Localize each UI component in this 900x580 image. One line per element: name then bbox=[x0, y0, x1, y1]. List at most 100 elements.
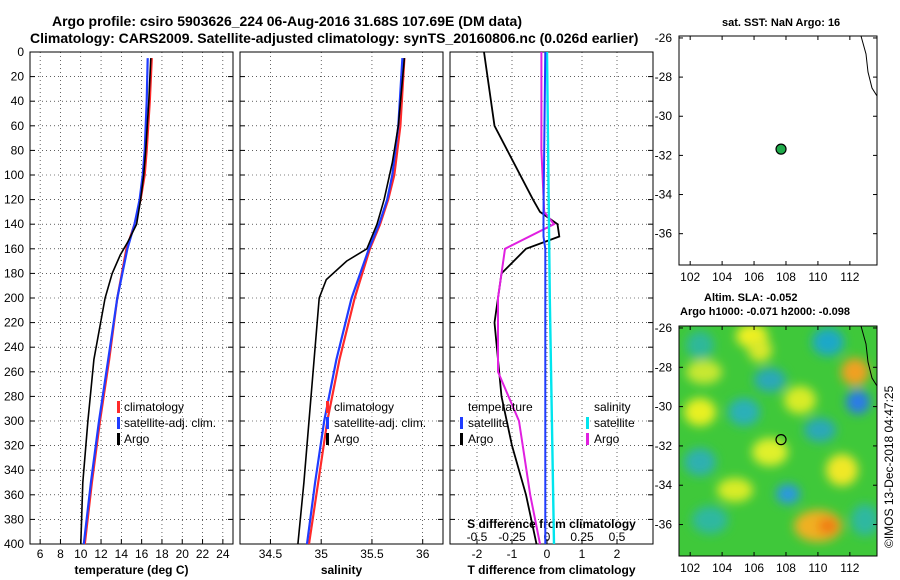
legend-label: satellite-adj. clim. bbox=[334, 416, 426, 430]
x-axis-label: salinity bbox=[321, 563, 363, 577]
lat-tick-label: -30 bbox=[655, 109, 673, 123]
depth-tick-label: 360 bbox=[4, 488, 24, 502]
lat-tick-label: -34 bbox=[655, 188, 673, 202]
depth-tick-label: 220 bbox=[4, 316, 24, 330]
legend-label: Argo bbox=[468, 432, 494, 446]
x2-axis-label: S difference from climatology bbox=[467, 517, 636, 531]
legend-label: satellite-adj. clim. bbox=[124, 416, 216, 430]
lat-tick-label: -32 bbox=[655, 439, 673, 453]
lon-tick-label: 106 bbox=[744, 561, 764, 575]
depth-tick-label: 200 bbox=[4, 291, 24, 305]
x-tick-label: 35.5 bbox=[360, 547, 384, 561]
sla-heatmap bbox=[679, 326, 877, 556]
difference-line-salinity-argo bbox=[497, 52, 556, 545]
salinity-line-argo bbox=[297, 58, 406, 545]
legend-title: salinity bbox=[594, 400, 631, 414]
x-tick-label: 12 bbox=[94, 547, 108, 561]
lat-tick-label: -34 bbox=[655, 478, 673, 492]
lon-tick-label: 108 bbox=[776, 270, 796, 284]
depth-tick-label: 300 bbox=[4, 414, 24, 428]
depth-tick-label: 20 bbox=[11, 70, 25, 84]
lon-tick-label: 112 bbox=[840, 270, 859, 284]
lon-tick-label: 110 bbox=[808, 561, 827, 575]
x-tick-label: -1 bbox=[507, 547, 518, 561]
x2-tick-label: -0.5 bbox=[467, 530, 488, 544]
x-tick-label: 24 bbox=[216, 547, 230, 561]
difference-panel: -2 -1 0 1 2 T difference from climatology -0.5… bbox=[449, 51, 654, 577]
x-tick-label: 8 bbox=[57, 547, 64, 561]
x-tick-label: 6 bbox=[37, 547, 44, 561]
difference-line-temperature-argo bbox=[483, 51, 561, 545]
map2-subtitle: Argo h1000: -0.071 h2000: -0.098 bbox=[680, 306, 850, 318]
footer-stamp: ©IMOS 13-Dec-2018 04:47:25 bbox=[882, 385, 896, 548]
depth-tick-label: 60 bbox=[11, 119, 25, 133]
temperature-line-argo bbox=[80, 58, 152, 545]
lon-tick-label: 106 bbox=[744, 270, 764, 284]
argo-location-marker bbox=[775, 143, 787, 155]
depth-tick-label: 380 bbox=[4, 512, 24, 526]
legend-label: climatology bbox=[334, 400, 394, 414]
lat-tick-label: -26 bbox=[655, 321, 673, 335]
x2-tick-label: -0.25 bbox=[498, 530, 526, 544]
depth-tick-label: 100 bbox=[4, 168, 24, 182]
lon-tick-label: 104 bbox=[712, 561, 732, 575]
lon-tick-label: 102 bbox=[680, 561, 700, 575]
x-tick-label: 22 bbox=[196, 547, 210, 561]
depth-tick-label: 160 bbox=[4, 242, 24, 256]
difference-line-temperature-satellite bbox=[542, 51, 547, 544]
map-frame bbox=[678, 325, 878, 557]
salinity-line-satellite bbox=[305, 58, 404, 545]
x-tick-label: 20 bbox=[176, 547, 190, 561]
depth-tick-label: 40 bbox=[11, 94, 25, 108]
legend-swatch bbox=[326, 417, 329, 429]
x-axis-label: temperature (deg C) bbox=[74, 563, 188, 577]
temperature-line-climatology bbox=[83, 58, 153, 545]
depth-tick-label: 140 bbox=[4, 217, 24, 231]
x-tick-label: 2 bbox=[614, 547, 621, 561]
lat-tick-label: -32 bbox=[655, 148, 673, 162]
argo-location-marker bbox=[775, 434, 787, 446]
lat-tick-label: -36 bbox=[655, 518, 673, 532]
lon-tick-label: 104 bbox=[712, 270, 732, 284]
depth-tick-label: 120 bbox=[4, 193, 24, 207]
location-map: 102 104 106 108 110 112 -26 -28 -30 -32 -34 -36 bbox=[655, 31, 878, 284]
salinity-line-climatology bbox=[307, 58, 406, 545]
plot-frame bbox=[449, 51, 654, 545]
lon-tick-label: 110 bbox=[808, 270, 827, 284]
legend-swatch bbox=[586, 417, 589, 429]
depth-tick-label: 240 bbox=[4, 340, 24, 354]
depth-tick-label: 260 bbox=[4, 365, 24, 379]
x-tick-label: 16 bbox=[135, 547, 149, 561]
lon-tick-label: 102 bbox=[680, 270, 700, 284]
difference-line-salinity-satellite bbox=[545, 51, 556, 545]
coastline bbox=[860, 35, 878, 97]
depth-tick-label: 320 bbox=[4, 439, 24, 453]
x-axis-label: T difference from climatology bbox=[467, 563, 635, 577]
salinity-panel: 34.5 35 35.5 36 salinity climatology satellite… bbox=[239, 51, 444, 577]
map1-title: sat. SST: NaN Argo: 16 bbox=[722, 17, 840, 29]
lon-tick-label: 112 bbox=[840, 561, 859, 575]
depth-tick-label: 180 bbox=[4, 266, 24, 280]
lat-tick-label: -28 bbox=[655, 360, 673, 374]
legend-swatch bbox=[117, 433, 120, 445]
coastline bbox=[860, 325, 878, 387]
sla-map: 102 104 106 108 110 112 -26 -28 -30 -32 -34 -36 bbox=[655, 321, 878, 575]
legend-label: Argo bbox=[124, 432, 150, 446]
x-tick-label: -2 bbox=[472, 547, 483, 561]
legend-swatch bbox=[460, 433, 463, 445]
legend-label: Argo bbox=[594, 432, 620, 446]
title-line-1: Argo profile: csiro 5903626_224 06-Aug-2… bbox=[52, 13, 522, 29]
lon-tick-label: 108 bbox=[776, 561, 796, 575]
depth-tick-label: 80 bbox=[11, 143, 25, 157]
map2-title: Altim. SLA: -0.052 bbox=[704, 292, 798, 304]
lat-tick-label: -30 bbox=[655, 400, 673, 414]
legend-swatch bbox=[586, 433, 589, 445]
depth-tick-label: 280 bbox=[4, 389, 24, 403]
x-tick-label: 1 bbox=[579, 547, 586, 561]
x2-tick-label: 0.5 bbox=[609, 530, 626, 544]
legend-swatch bbox=[117, 417, 120, 429]
x2-tick-label: 0 bbox=[544, 530, 551, 544]
x-tick-label: 10 bbox=[74, 547, 88, 561]
legend-label: satellite bbox=[594, 416, 635, 430]
x-tick-label: 14 bbox=[115, 547, 129, 561]
